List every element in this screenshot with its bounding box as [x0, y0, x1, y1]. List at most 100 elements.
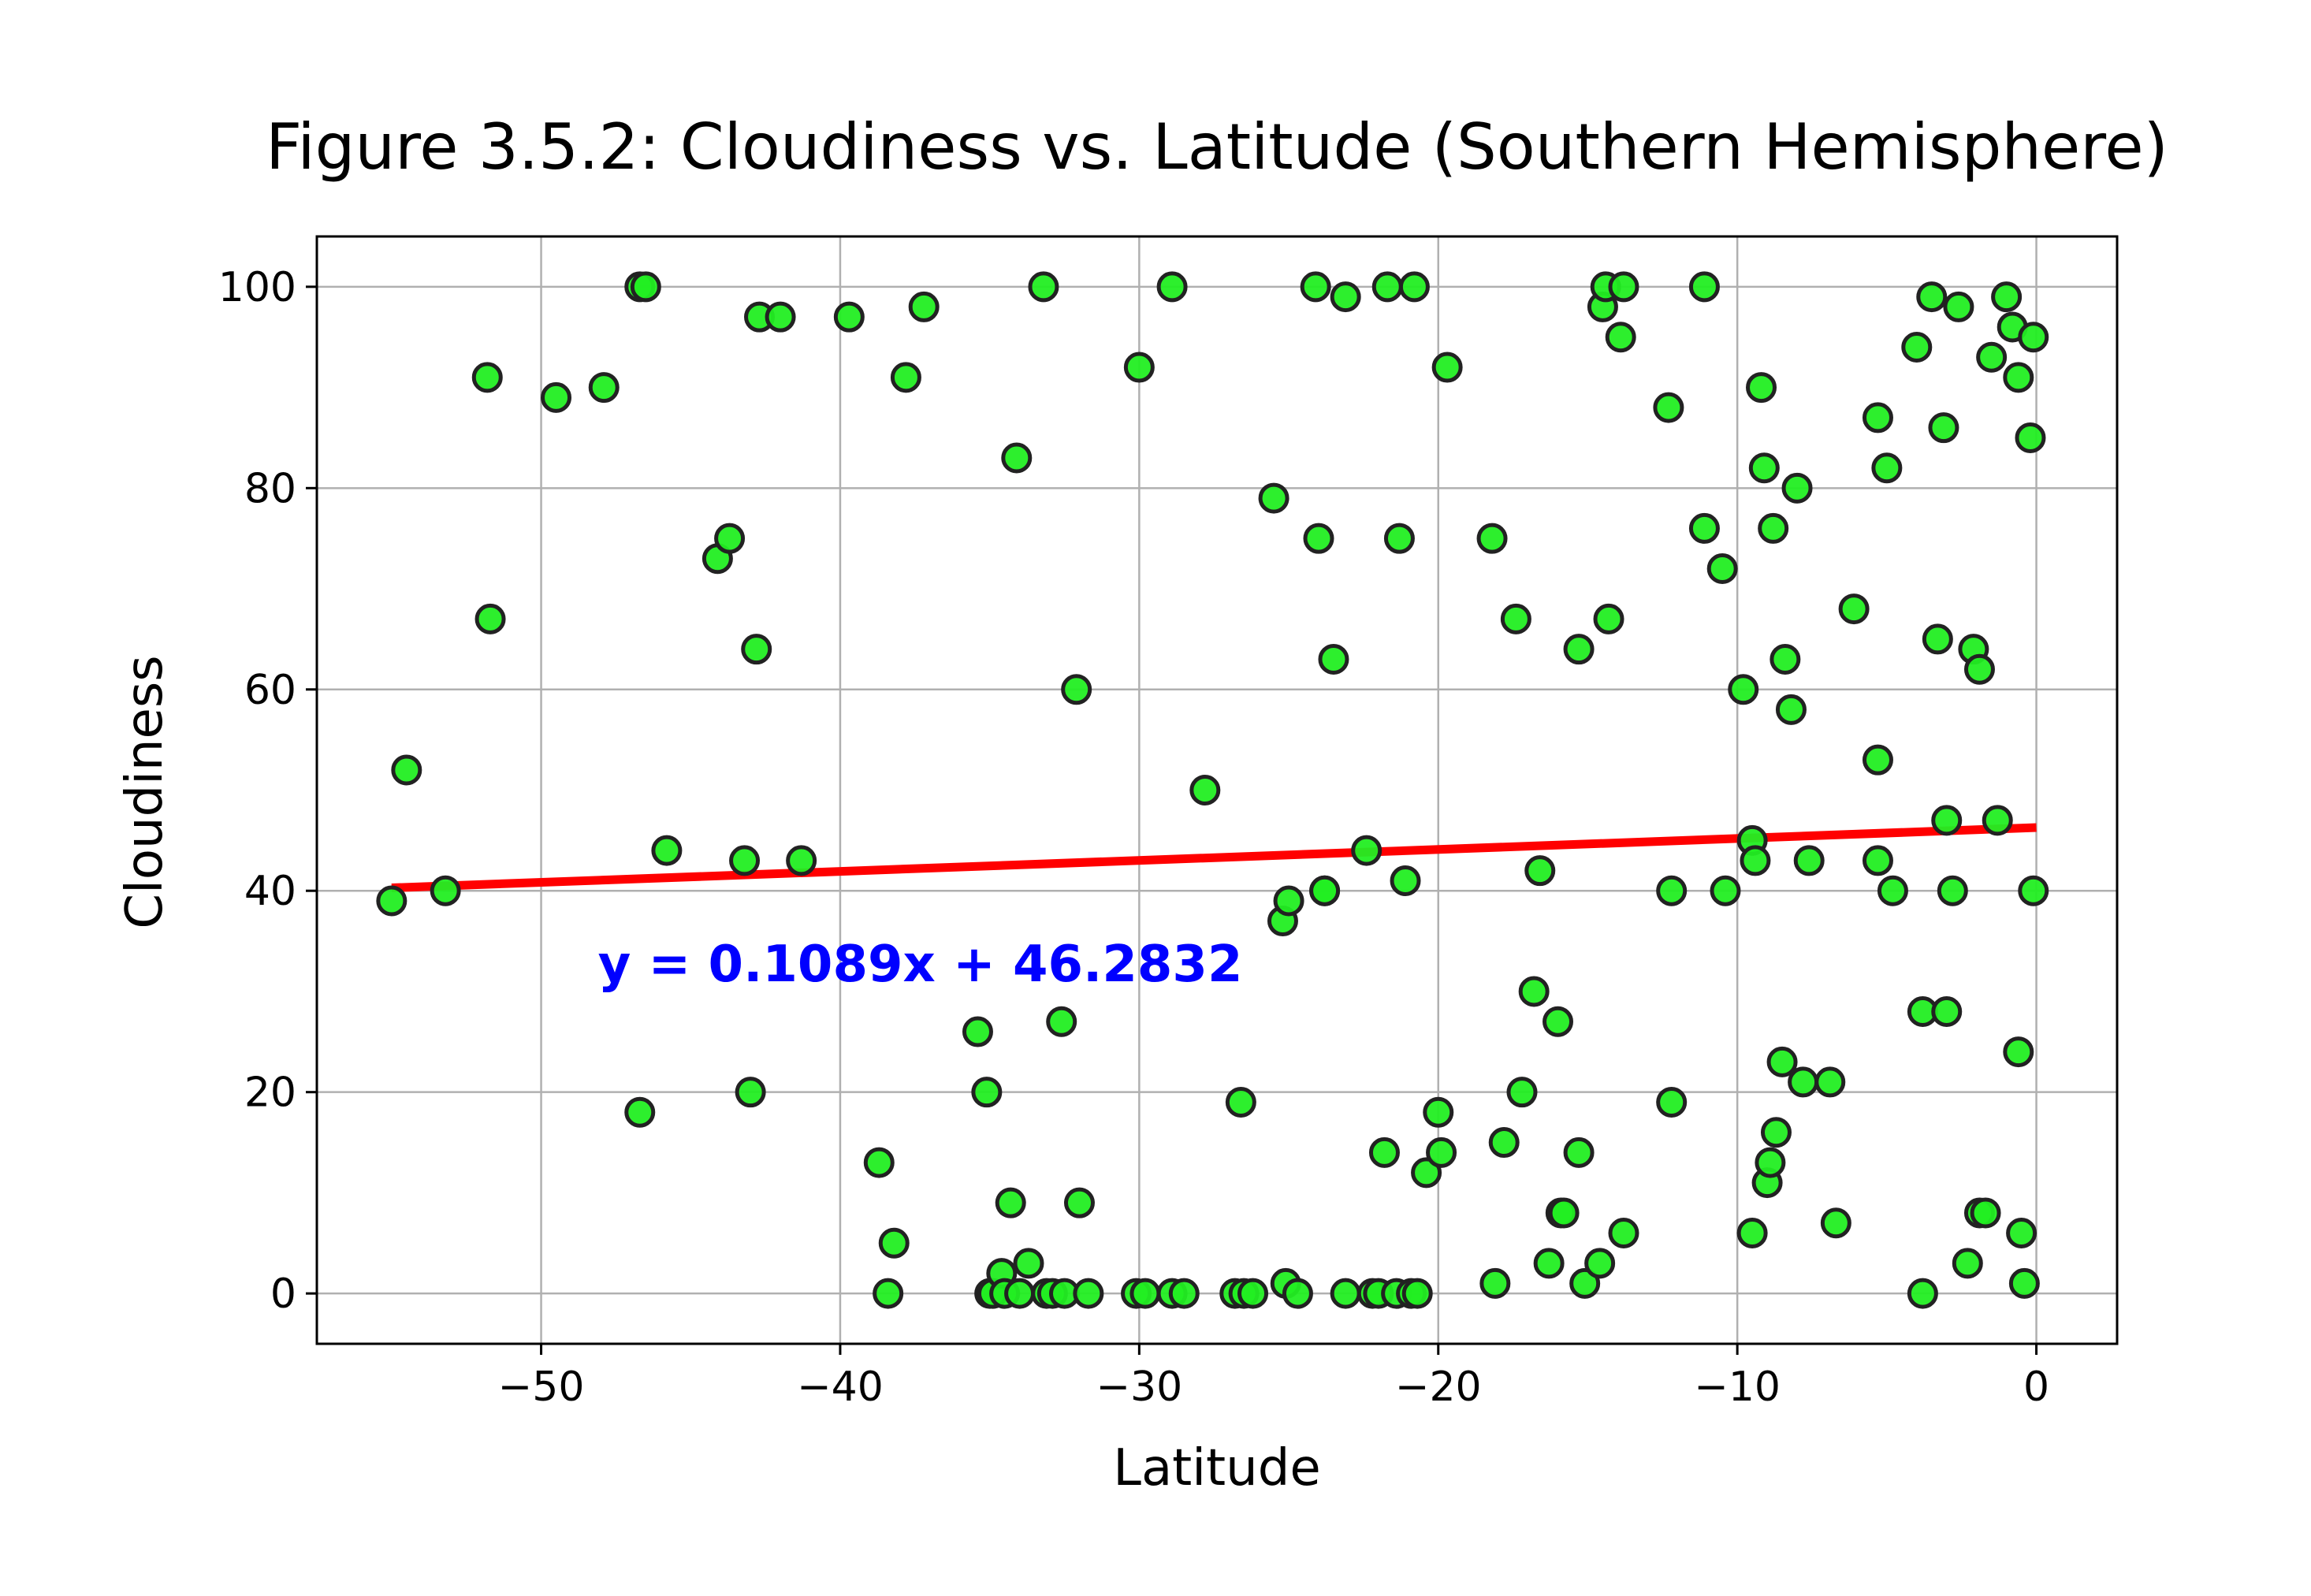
- data-point: [651, 835, 683, 866]
- y-tick-label: 40: [244, 868, 296, 915]
- data-point: [1931, 996, 1963, 1027]
- data-point: [1748, 452, 1780, 484]
- x-axis-label: Latitude: [1113, 1439, 1320, 1497]
- data-point: [1838, 593, 1870, 625]
- data-point: [1368, 1137, 1400, 1168]
- data-point: [786, 845, 817, 876]
- x-tick-label: −10: [1694, 1363, 1781, 1411]
- x-tick-label: −40: [797, 1363, 884, 1411]
- data-point: [1706, 553, 1738, 584]
- data-point: [630, 271, 661, 303]
- data-point: [2008, 1267, 2040, 1299]
- data-point: [1543, 1006, 1574, 1037]
- data-point: [1943, 291, 1974, 322]
- x-tick-label: −20: [1395, 1363, 1482, 1411]
- data-point: [1871, 452, 1903, 484]
- data-point: [1728, 674, 1759, 705]
- data-point: [1770, 643, 1801, 675]
- data-point: [1793, 845, 1825, 876]
- data-point: [541, 381, 572, 413]
- data-point: [1758, 512, 1789, 544]
- data-point: [624, 1096, 656, 1128]
- data-point: [1922, 623, 1953, 655]
- data-point: [1258, 482, 1289, 514]
- data-point: [1398, 271, 1430, 303]
- data-point: [729, 845, 761, 876]
- y-tick-label: 20: [244, 1070, 296, 1117]
- data-point: [1390, 865, 1421, 896]
- data-point: [1300, 271, 1331, 303]
- data-point: [1371, 271, 1403, 303]
- data-point: [1303, 523, 1334, 554]
- y-tick-label: 80: [244, 465, 296, 512]
- data-point: [971, 1077, 1003, 1108]
- data-point: [2003, 362, 2034, 393]
- data-point: [1775, 694, 1807, 725]
- data-point: [1976, 341, 2008, 373]
- data-point: [863, 1147, 895, 1178]
- data-point: [1063, 1187, 1095, 1218]
- data-point: [1129, 1278, 1161, 1309]
- data-point: [1862, 744, 1893, 776]
- data-point: [1013, 1248, 1044, 1279]
- data-point: [1760, 1117, 1792, 1148]
- data-point: [1928, 412, 1959, 444]
- data-point: [1862, 845, 1893, 876]
- regression-equation: y = 0.1089x + 46.2832: [598, 936, 1243, 994]
- data-point: [1653, 392, 1684, 423]
- data-point: [1736, 1218, 1768, 1248]
- data-point: [1156, 271, 1188, 303]
- grid-lines: [317, 236, 2117, 1344]
- data-point: [1656, 875, 1688, 906]
- data-point: [1982, 805, 2013, 836]
- data-point: [995, 1187, 1026, 1218]
- data-point: [1426, 1137, 1457, 1168]
- x-tick-label: −50: [498, 1363, 585, 1411]
- data-point: [878, 1227, 910, 1259]
- data-point: [1593, 603, 1624, 634]
- data-point: [471, 362, 503, 393]
- x-tick-label: 0: [2023, 1363, 2049, 1411]
- data-point: [1862, 402, 1893, 433]
- data-point: [1569, 1267, 1601, 1299]
- chart-title: Figure 3.5.2: Cloudiness vs. Latitude (S…: [266, 110, 2168, 184]
- data-point: [1500, 603, 1531, 634]
- y-axis-ticks: 0 20 40 60 80 100: [218, 264, 317, 1318]
- data-point: [1518, 976, 1550, 1007]
- data-point: [1766, 1046, 1798, 1077]
- data-point: [1237, 1278, 1269, 1309]
- y-axis-label: Cloudiness: [116, 655, 174, 928]
- data-point: [376, 885, 407, 917]
- data-point: [1061, 674, 1092, 705]
- data-point: [1488, 1127, 1520, 1159]
- x-axis-ticks: −50 −40 −30 −20 −10 0: [498, 1344, 2049, 1411]
- y-tick-label: 60: [244, 667, 296, 714]
- data-point: [714, 523, 746, 554]
- data-point: [741, 634, 772, 665]
- data-point: [1608, 1218, 1639, 1248]
- data-points: [376, 271, 2049, 1309]
- data-point: [962, 1016, 993, 1047]
- data-point: [2015, 422, 2046, 453]
- data-point: [1991, 281, 2023, 313]
- data-point: [1004, 1278, 1036, 1309]
- data-point: [1330, 281, 1361, 313]
- data-point: [1330, 1278, 1361, 1309]
- data-point: [1431, 352, 1463, 383]
- x-tick-label: −30: [1096, 1363, 1182, 1411]
- data-point: [908, 291, 940, 322]
- data-point: [1710, 875, 1741, 906]
- data-point: [1189, 775, 1221, 805]
- data-point: [2006, 1218, 2037, 1248]
- data-point: [1351, 835, 1383, 866]
- data-point: [1746, 372, 1777, 404]
- data-point: [1740, 845, 1771, 876]
- regression-line: [391, 823, 2037, 892]
- y-tick-label: 0: [270, 1270, 296, 1318]
- data-point: [1309, 875, 1341, 906]
- data-point: [1423, 1096, 1454, 1128]
- data-point: [1383, 523, 1415, 554]
- data-point: [833, 301, 865, 333]
- data-point: [1608, 271, 1639, 303]
